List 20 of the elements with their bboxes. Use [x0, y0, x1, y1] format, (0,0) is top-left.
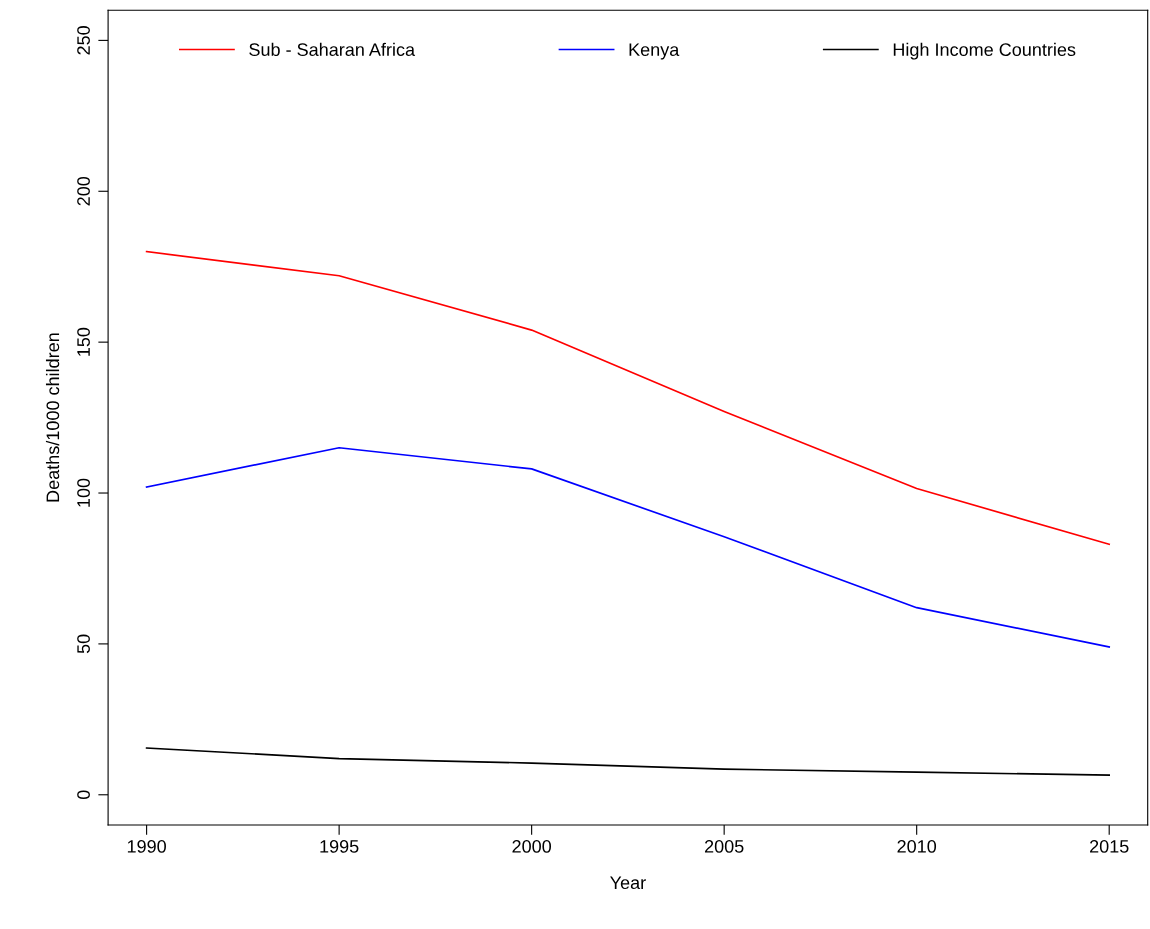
x-tick-label: 1995: [320, 840, 359, 853]
legend-label: Sub - Saharan Africa: [249, 42, 416, 57]
y-tick-label: 200: [77, 176, 90, 206]
line-series: [145, 250, 1111, 546]
x-tick-label: 1990: [127, 840, 166, 853]
line-series: [145, 446, 1111, 648]
y-tick-label: 100: [77, 478, 90, 507]
line-series: [145, 747, 1111, 776]
x-tick-label: 2000: [512, 840, 552, 853]
y-axis-title: Deaths/1000 children: [45, 333, 60, 502]
legend-label: High Income Countries: [893, 42, 1076, 60]
y-tick-label: 0: [77, 790, 90, 800]
legend-label: Kenya: [629, 43, 680, 60]
x-tick-label: 2010: [897, 840, 937, 853]
x-axis-title: Year: [610, 876, 646, 890]
y-tick-label: 150: [77, 327, 90, 356]
x-tick-label: 2015: [1090, 840, 1129, 853]
y-tick-label: 250: [77, 26, 90, 55]
x-tick-label: 2005: [704, 840, 744, 853]
y-tick-label: 50: [77, 634, 90, 654]
